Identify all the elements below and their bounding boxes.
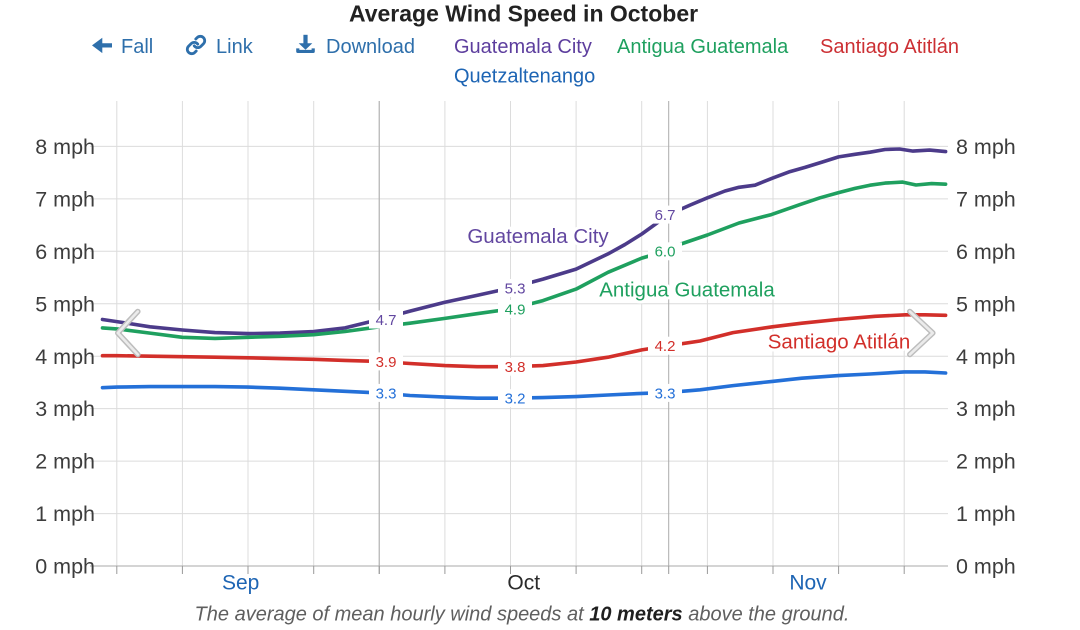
svg-text:3 mph: 3 mph [35, 397, 95, 421]
svg-text:6 mph: 6 mph [35, 240, 95, 264]
svg-text:3.8: 3.8 [505, 359, 526, 376]
svg-text:8 mph: 8 mph [35, 135, 95, 159]
svg-text:Guatemala City: Guatemala City [467, 225, 609, 248]
svg-text:3 mph: 3 mph [956, 397, 1016, 421]
svg-text:Download: Download [326, 36, 415, 58]
svg-text:6.7: 6.7 [655, 207, 676, 224]
svg-text:Oct: Oct [507, 572, 540, 595]
svg-text:Sep: Sep [222, 572, 259, 595]
svg-text:1 mph: 1 mph [956, 502, 1016, 526]
svg-text:8 mph: 8 mph [956, 135, 1016, 159]
svg-text:4.9: 4.9 [505, 301, 526, 318]
svg-text:3.3: 3.3 [376, 385, 397, 402]
svg-text:Link: Link [216, 36, 254, 58]
svg-text:5 mph: 5 mph [35, 292, 95, 316]
svg-text:2 mph: 2 mph [35, 450, 95, 474]
svg-text:Quetzaltenango: Quetzaltenango [454, 66, 595, 88]
svg-text:0 mph: 0 mph [956, 555, 1016, 579]
svg-text:Santiago Atitlán: Santiago Atitlán [768, 331, 910, 354]
svg-text:4 mph: 4 mph [956, 345, 1016, 369]
svg-text:4 mph: 4 mph [35, 345, 95, 369]
svg-text:2 mph: 2 mph [956, 450, 1016, 474]
svg-text:6 mph: 6 mph [956, 240, 1016, 264]
svg-text:4.2: 4.2 [655, 338, 676, 355]
svg-text:Fall: Fall [121, 36, 153, 58]
svg-text:Antigua Guatemala: Antigua Guatemala [599, 279, 775, 302]
svg-text:1 mph: 1 mph [35, 502, 95, 526]
svg-text:The average of mean hourly win: The average of mean hourly wind speeds a… [195, 604, 850, 626]
svg-text:7 mph: 7 mph [956, 187, 1016, 211]
svg-text:Antigua Guatemala: Antigua Guatemala [617, 36, 789, 58]
svg-text:4.7: 4.7 [376, 312, 397, 329]
svg-text:5.3: 5.3 [505, 280, 526, 297]
svg-text:0 mph: 0 mph [35, 555, 95, 579]
svg-text:Guatemala City: Guatemala City [454, 36, 592, 58]
svg-text:7 mph: 7 mph [35, 187, 95, 211]
svg-text:Average Wind Speed in October: Average Wind Speed in October [349, 1, 698, 27]
svg-text:6.0: 6.0 [655, 244, 676, 261]
svg-text:3.2: 3.2 [505, 391, 526, 408]
svg-text:Nov: Nov [789, 572, 827, 595]
svg-text:Santiago Atitlán: Santiago Atitlán [820, 36, 959, 58]
svg-text:5 mph: 5 mph [956, 292, 1016, 316]
svg-text:3.9: 3.9 [376, 354, 397, 371]
svg-text:3.3: 3.3 [655, 385, 676, 402]
